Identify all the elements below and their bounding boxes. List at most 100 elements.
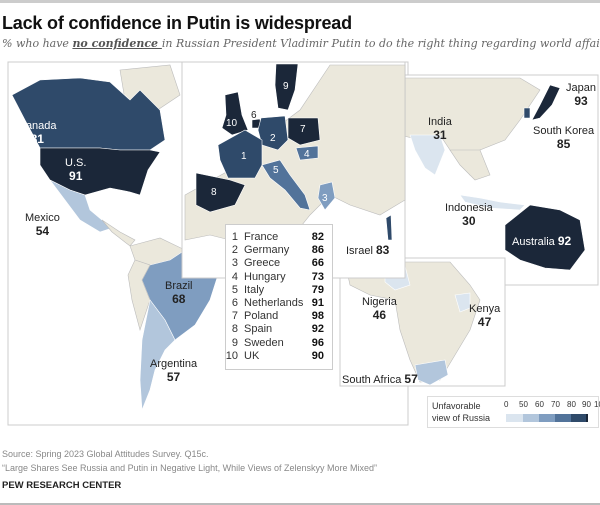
list-country: Poland	[244, 310, 279, 323]
country-israel	[385, 214, 393, 241]
list-country: Sweden	[244, 336, 284, 349]
country-sweden	[274, 63, 299, 111]
list-index: 2	[231, 244, 238, 257]
list-value: 96	[311, 336, 324, 349]
central-america	[101, 219, 136, 247]
list-country: Germany	[244, 244, 290, 257]
list-value: 82	[311, 231, 324, 243]
country-germany	[257, 115, 289, 151]
list-index: 9	[231, 336, 238, 349]
label-india: India 31	[428, 116, 452, 142]
org-name: PEW RESEARCH CENTER	[2, 480, 122, 491]
legend-tick: 50	[519, 400, 528, 409]
europe-list-row: 7 Poland 98	[226, 310, 326, 323]
list-index: 3	[231, 257, 238, 270]
list-value: 98	[311, 310, 324, 323]
subtitle-text: % who have	[2, 37, 73, 50]
label-south-africa: South Africa 57	[342, 372, 418, 387]
label-israel: Israel 83	[346, 243, 390, 258]
europe-list-row: 5 Italy 79	[226, 284, 326, 297]
top-rule	[0, 0, 600, 3]
list-value: 86	[311, 244, 324, 257]
label-argentina: Argentina 57	[150, 358, 198, 384]
label-nigeria: Nigeria 46	[362, 296, 397, 322]
list-country: France	[244, 231, 279, 243]
marker-hungary: 4	[304, 149, 310, 160]
label-canada: Canada 81	[18, 120, 57, 146]
legend-swatch	[571, 414, 587, 422]
list-value: 92	[311, 323, 324, 336]
country-hungary	[295, 145, 319, 161]
label-south-korea: South Korea 85	[533, 125, 595, 151]
list-country: Hungary	[244, 270, 286, 283]
country-france	[217, 129, 263, 179]
country-poland	[287, 117, 321, 146]
marker-uk: 10	[226, 118, 238, 129]
list-index: 8	[231, 323, 238, 336]
legend-tick: 80	[567, 400, 576, 409]
legend-label-1: Unfavorable	[432, 401, 481, 411]
source-note: Source: Spring 2023 Global Attitudes Sur…	[2, 449, 209, 459]
legend-tick: 90	[582, 400, 591, 409]
label-australia: Australia 92	[512, 234, 572, 249]
chart-subtitle: % who have no confidence in Russian Pres…	[2, 37, 600, 50]
country-japan	[531, 84, 561, 121]
legend-swatch	[539, 414, 556, 422]
europe-list-row: 8 Spain 92	[226, 323, 326, 336]
subtitle-text-end: in Russian President Vladimir Putin to d…	[161, 37, 600, 50]
marker-sweden: 9	[283, 81, 289, 92]
label-kenya: Kenya 47	[469, 303, 501, 329]
europe-list-row: 3 Greece 66	[226, 257, 326, 270]
country-australia	[504, 204, 586, 271]
report-title: “Large Shares See Russia and Putin in Ne…	[2, 463, 378, 473]
country-india	[409, 134, 446, 176]
legend-tick: 0	[504, 400, 509, 409]
list-index: 10	[225, 349, 238, 362]
list-country: UK	[244, 349, 260, 362]
marker-italy: 5	[273, 165, 279, 176]
label-japan: Japan 93	[566, 82, 596, 108]
subtitle-emphasis: no confidence	[72, 37, 162, 50]
country-italy	[261, 159, 311, 211]
list-index: 4	[231, 270, 238, 283]
legend-tick: 100%	[594, 400, 600, 409]
legend: Unfavorable view of Russia 0 50 60 70 80 9010…	[427, 396, 600, 428]
list-value: 91	[311, 297, 324, 309]
europe-list-row: 1 France 82	[226, 231, 326, 244]
marker-poland: 7	[300, 124, 306, 135]
legend-tick: 60	[535, 400, 544, 409]
list-value: 90	[311, 349, 324, 362]
label-us: U.S. 91	[65, 157, 87, 183]
list-country: Greece	[244, 257, 281, 270]
country-kenya	[454, 292, 471, 313]
europe-list-row: 2 Germany 86	[226, 244, 326, 257]
label-brazil: Brazil 68	[165, 280, 193, 306]
legend-swatch	[586, 414, 589, 422]
list-index: 7	[231, 310, 238, 323]
list-value: 66	[311, 257, 324, 270]
bottom-rule	[0, 503, 600, 505]
south-america-west	[127, 259, 151, 332]
country-spain	[195, 172, 246, 213]
legend-swatch	[523, 414, 540, 422]
list-index: 6	[231, 297, 238, 309]
europe-list: 1 France 82 2 Germany 86 3 Greece 66 4 Hungary 73 5 I…	[225, 224, 333, 370]
legend-tick: 70	[551, 400, 560, 409]
europe-list-row: 9 Sweden 96	[226, 337, 326, 350]
label-mexico: Mexico 54	[25, 212, 60, 238]
europe-list-row: 10 UK 90	[226, 350, 326, 363]
legend-label-2: view of Russia	[432, 413, 491, 423]
list-country: Italy	[244, 283, 265, 296]
southeast-asia	[449, 149, 491, 181]
legend-swatch	[506, 414, 524, 422]
list-index: 1	[231, 231, 238, 243]
list-country: Netherlands	[244, 297, 304, 309]
list-value: 73	[311, 270, 324, 283]
country-greece	[317, 181, 336, 211]
marker-spain: 8	[211, 187, 217, 198]
country-south-korea	[523, 107, 531, 119]
europe-list-row: 6 Netherlands 91	[226, 297, 326, 310]
chart-title: Lack of confidence in Putin is widesprea…	[2, 13, 352, 33]
